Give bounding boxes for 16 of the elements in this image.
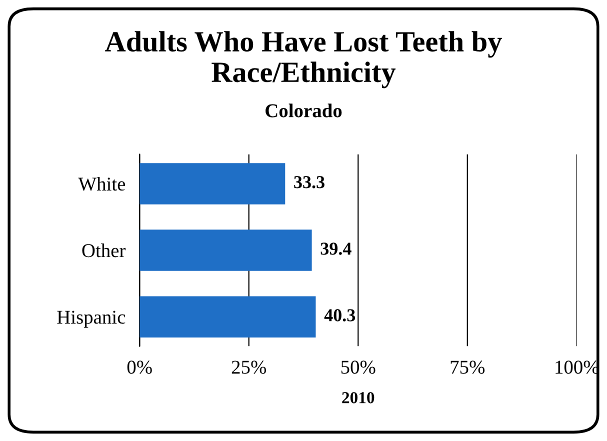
x-tick-label: 25% bbox=[232, 360, 266, 374]
y-tick-label: White bbox=[78, 176, 126, 191]
data-label: 39.4 bbox=[320, 242, 352, 255]
y-tick-label: Hispanic bbox=[57, 310, 126, 328]
bar bbox=[140, 296, 316, 338]
chart-title: Adults Who Have Lost Teeth by Race/Ethnicity bbox=[105, 31, 502, 88]
x-tick-label: 0% bbox=[127, 360, 152, 374]
x-tick-label: 75% bbox=[450, 360, 485, 374]
y-tick-label: Other bbox=[82, 244, 126, 258]
data-label: 40.3 bbox=[324, 309, 356, 322]
bar bbox=[140, 230, 312, 271]
x-axis-title: 2010 bbox=[342, 392, 374, 404]
data-label: 33.3 bbox=[294, 176, 324, 188]
x-tick-label: 50% bbox=[341, 360, 376, 374]
bar bbox=[140, 163, 286, 204]
chart-subtitle: Colorado bbox=[266, 104, 342, 118]
